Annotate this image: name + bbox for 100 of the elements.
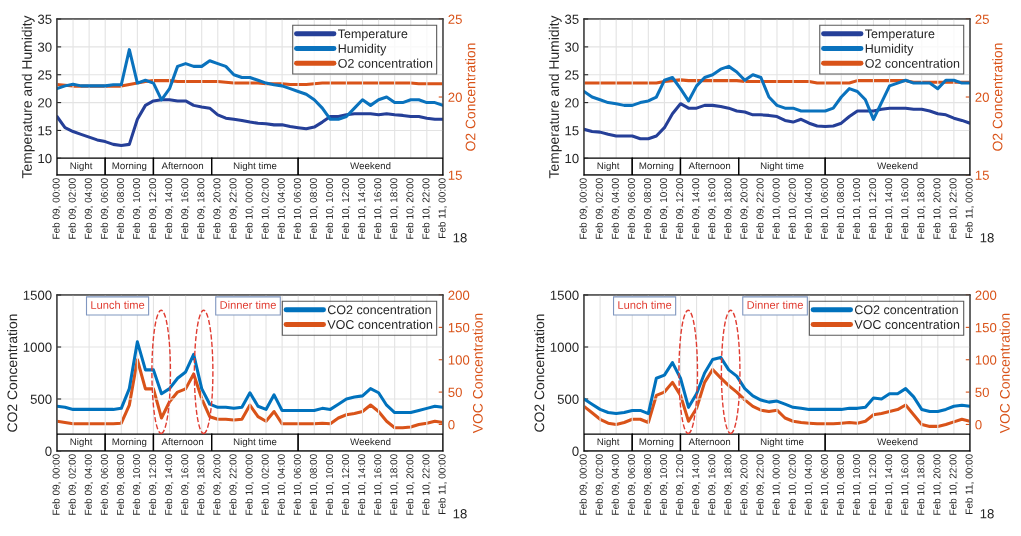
x-tick-label: Feb 09, 12:00	[675, 454, 685, 515]
text: 18	[980, 233, 994, 243]
x-tick-label: Feb 10, 00:00	[245, 178, 254, 239]
x-tick-label: Feb 10, 22:00	[422, 454, 431, 515]
y-tick-label: 10	[38, 153, 52, 164]
legend-label: Temperature	[865, 29, 935, 41]
x-tick-label: Feb 09, 16:00	[180, 454, 190, 515]
y-tick-label: 500	[30, 394, 52, 404]
x-tick-label: Feb 09, 06:00	[627, 454, 637, 515]
x-tick-label: Feb 11, 00:00	[965, 178, 974, 238]
band-label: Morning	[639, 162, 674, 172]
x-tick-label: Feb 10, 08:00	[836, 178, 846, 239]
y2-axis-title: VOC Concentration	[999, 313, 1010, 434]
x-tick-label: Feb 09, 02:00	[68, 454, 77, 515]
band-label: Night	[70, 438, 93, 448]
y2-tick-label: 20	[975, 92, 989, 102]
x-tick-label: Feb 10, 12:00	[868, 454, 878, 515]
y-tick-label: 10	[565, 153, 579, 164]
x-tick-label: Feb 09, 04:00	[611, 454, 621, 515]
x-tick-label: Feb 10, 22:00	[422, 178, 431, 239]
x-tick-label: Feb 09, 10:00	[132, 178, 142, 239]
y-tick-label: 25	[38, 70, 52, 80]
legend-label: Humidity	[338, 43, 387, 56]
x-tick-label: Feb 09, 06:00	[100, 178, 110, 239]
line-series	[584, 102, 970, 141]
y-tick-label: 20	[38, 98, 52, 108]
legend-label: VOC concentration	[854, 319, 960, 329]
y2-tick-label: 200	[975, 290, 997, 300]
x-tick-label: Feb 09, 16:00	[708, 454, 717, 515]
y-tick-label: 30	[564, 42, 579, 52]
x-tick-label: Feb 09, 02:00	[595, 454, 604, 515]
x-tick-label: Feb 10, 02:00	[788, 178, 797, 239]
y2-tick-label: 20	[448, 92, 462, 102]
y2-tick-label: 100	[975, 355, 997, 365]
x-tick-label: Feb 10, 08:00	[836, 454, 846, 515]
x-tick-label: Feb 10, 18:00	[917, 454, 926, 515]
band-label: Weekend	[877, 162, 918, 170]
legend-label: Temperature	[338, 29, 408, 41]
x-tick-label: Feb 10, 16:00	[373, 454, 383, 515]
x-tick-label: Feb 09, 06:00	[100, 454, 110, 515]
y2-tick-label: 15	[448, 170, 462, 180]
x-tick-label: Feb 10, 08:00	[309, 454, 319, 515]
annotation: Lunch time	[91, 300, 145, 309]
y-axis-title: CO2 Concentration	[7, 314, 18, 432]
legend-label: O2 concentration	[865, 58, 960, 68]
x-tick-label: Feb 09, 20:00	[213, 178, 222, 239]
band-label: Morning	[639, 438, 674, 448]
band-label: Night	[70, 162, 93, 172]
legend-label: O2 concentration	[338, 58, 433, 68]
x-tick-label: Feb 10, 18:00	[390, 454, 399, 515]
x-tick-label: Feb 10, 10:00	[325, 454, 335, 515]
y-tick-label: 25	[565, 70, 579, 80]
x-tick-label: Feb 09, 18:00	[724, 454, 733, 515]
x-tick-label: Feb 09, 08:00	[116, 454, 126, 515]
x-tick-label: Feb 10, 04:00	[804, 454, 814, 515]
y-tick-label: 1000	[550, 342, 579, 352]
x-tick-label: Feb 10, 16:00	[900, 454, 910, 515]
x-tick-label: Feb 09, 08:00	[116, 178, 126, 239]
legend-label: Humidity	[865, 43, 914, 56]
x-tick-label: Feb 10, 20:00	[933, 178, 942, 239]
x-tick-label: Feb 10, 16:00	[373, 178, 383, 239]
annotation: Dinner time	[747, 300, 803, 309]
x-tick-label: Feb 09, 00:00	[52, 178, 61, 239]
y-tick-label: 1500	[550, 290, 579, 300]
x-tick-label: Feb 09, 16:00	[708, 178, 717, 239]
band-label: Afternoon	[161, 162, 204, 170]
x-tick-label: Feb 10, 04:00	[277, 178, 286, 239]
y-tick-label: 35	[37, 14, 52, 24]
y2-axis-title: VOC Concentration	[472, 313, 483, 434]
y-tick-label: 15	[38, 126, 52, 136]
band-label: Night time	[760, 162, 804, 172]
y2-tick-label: 150	[448, 322, 470, 333]
x-tick-label: Feb 10, 06:00	[293, 454, 303, 515]
x-tick-label: Feb 10, 10:00	[852, 454, 862, 515]
x-tick-label: Feb 10, 22:00	[949, 454, 958, 515]
text: 18	[980, 509, 994, 519]
x-tick-label: Feb 10, 22:00	[949, 178, 958, 239]
x-tick-label: Feb 09, 08:00	[643, 454, 653, 515]
x-tick-label: Feb 09, 14:00	[691, 454, 701, 515]
x-tick-label: Feb 10, 02:00	[788, 454, 797, 515]
y2-tick-label: 25	[975, 14, 989, 24]
x-tick-label: Feb 09, 14:00	[164, 178, 174, 239]
x-tick-label: Feb 09, 12:00	[675, 178, 685, 239]
x-tick-label: Feb 10, 04:00	[804, 178, 814, 239]
legend-label: CO2 concentration	[327, 305, 431, 315]
x-tick-label: Feb 09, 04:00	[84, 454, 93, 515]
x-tick-label: Feb 10, 10:00	[325, 178, 335, 239]
text: 18	[453, 233, 467, 243]
x-tick-label: Feb 09, 20:00	[740, 178, 749, 239]
x-tick-label: Feb 10, 02:00	[261, 454, 270, 515]
x-tick-label: Feb 09, 00:00	[579, 178, 588, 239]
x-tick-label: Feb 10, 20:00	[406, 454, 415, 515]
y-tick-label: 15	[565, 126, 579, 136]
x-tick-label: Feb 10, 18:00	[390, 178, 399, 239]
y2-tick-label: 100	[448, 355, 470, 365]
x-tick-label: Feb 09, 14:00	[164, 454, 174, 515]
x-tick-label: Feb 11, 00:00	[965, 454, 974, 514]
x-tick-label: Feb 10, 20:00	[406, 178, 415, 239]
band-label: Weekend	[350, 438, 391, 446]
band-label: Morning	[112, 438, 147, 448]
